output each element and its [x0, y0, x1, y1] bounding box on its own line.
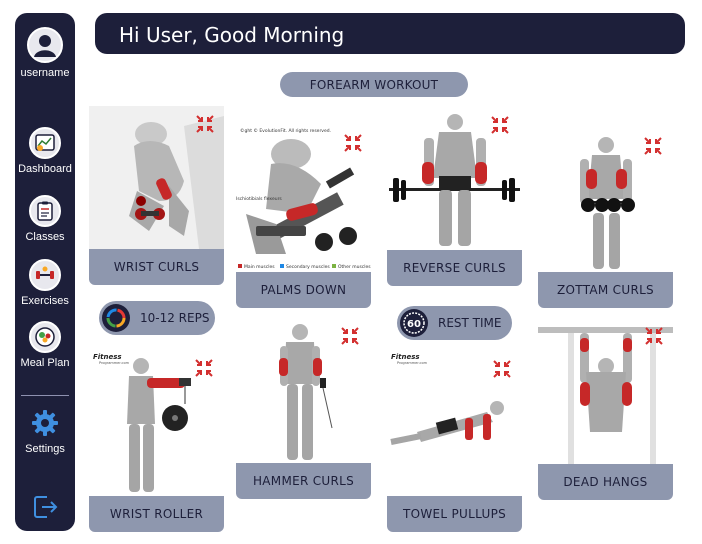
dashboard-icon: [29, 127, 61, 159]
rest-time-badge: 60 REST TIME: [397, 306, 512, 340]
brand-text: Fitness: [391, 353, 420, 361]
rest-time-text: REST TIME: [438, 316, 502, 330]
collapse-icon[interactable]: [343, 133, 363, 153]
sidebar: username Dashboard Classes Exercises Mea: [15, 13, 75, 531]
exercise-label: WRIST CURLS: [89, 249, 224, 285]
profile-avatar[interactable]: username: [15, 27, 75, 79]
brand-text: Fitness: [93, 353, 122, 361]
logout-button[interactable]: [15, 493, 75, 521]
exercise-label: PALMS DOWN: [236, 272, 371, 308]
muscle-name-text: Ischiotibials flexeurs: [236, 196, 282, 202]
exercise-label: REVERSE CURLS: [387, 250, 522, 286]
timer-icon: 60: [400, 309, 428, 337]
exercise-card-palms-down[interactable]: ©ght © EvolutionFit. All rights reserved…: [236, 114, 371, 308]
sidebar-item-label: Settings: [25, 443, 65, 455]
sidebar-divider: [21, 395, 69, 396]
sidebar-item-label: Dashboard: [18, 163, 72, 175]
legend-main: Main muscles: [244, 264, 275, 270]
logout-icon: [31, 493, 59, 521]
exercise-image: [236, 318, 371, 463]
exercise-card-hammer-curls[interactable]: HAMMER CURLS: [236, 318, 371, 499]
exercise-image: [538, 322, 673, 464]
sidebar-item-label: Classes: [25, 231, 65, 243]
sidebar-item-settings[interactable]: Settings: [15, 407, 75, 455]
sidebar-item-exercises[interactable]: Exercises: [15, 259, 75, 307]
exercise-card-towel-pullups[interactable]: Fitness Programmer.com TOWEL PULLUPS: [387, 350, 522, 532]
sidebar-item-classes[interactable]: Classes: [15, 195, 75, 243]
exercise-label: WRIST ROLLER: [89, 496, 224, 532]
exercise-image: [387, 108, 522, 250]
exercise-image: [89, 106, 224, 249]
sidebar-item-dashboard[interactable]: Dashboard: [15, 127, 75, 175]
greeting-text: Hi User, Good Morning: [119, 23, 345, 47]
username-label: username: [20, 67, 70, 79]
section-title: FOREARM WORKOUT: [280, 72, 468, 97]
reps-text: 10-12 REPS: [140, 311, 210, 325]
collapse-icon[interactable]: [194, 358, 214, 378]
timer-value: 60: [407, 319, 421, 330]
reps-badge: 10-12 REPS: [99, 301, 215, 335]
collapse-icon[interactable]: [492, 359, 512, 379]
legend-other: Other muscles: [338, 264, 371, 270]
exercise-card-dead-hangs[interactable]: DEAD HANGS: [538, 322, 673, 500]
exercise-label: TOWEL PULLUPS: [387, 496, 522, 532]
collapse-icon[interactable]: [340, 326, 360, 346]
exercise-card-reverse-curls[interactable]: REVERSE CURLS: [387, 108, 522, 286]
dumbbell-icon: [29, 259, 61, 291]
progress-ring-icon: [102, 304, 130, 332]
exercise-card-wrist-roller[interactable]: Fitness Programmer.com WRIST ROLLER: [89, 350, 224, 532]
collapse-icon[interactable]: [195, 114, 215, 134]
clipboard-icon: [29, 195, 61, 227]
exercise-card-zottam-curls[interactable]: ZOTTAM CURLS: [538, 127, 673, 308]
copyright-text: ©ght © EvolutionFit. All rights reserved…: [240, 127, 331, 134]
collapse-icon[interactable]: [644, 326, 664, 346]
exercise-label: ZOTTAM CURLS: [538, 272, 673, 308]
sidebar-item-label: Exercises: [21, 295, 69, 307]
exercise-label: DEAD HANGS: [538, 464, 673, 500]
collapse-icon[interactable]: [643, 136, 663, 156]
legend-secondary: Secondary muscles: [286, 264, 330, 270]
sidebar-item-meal-plan[interactable]: Meal Plan: [15, 321, 75, 369]
exercise-card-wrist-curls[interactable]: WRIST CURLS: [89, 106, 224, 285]
user-avatar-icon: [27, 27, 63, 63]
gear-icon: [29, 407, 61, 439]
collapse-icon[interactable]: [490, 115, 510, 135]
exercise-label: HAMMER CURLS: [236, 463, 371, 499]
salad-icon: [29, 321, 61, 353]
brand-sub-text: Programmer.com: [99, 361, 130, 365]
top-header: Hi User, Good Morning: [95, 13, 685, 54]
brand-sub-text: Programmer.com: [397, 361, 428, 365]
sidebar-item-label: Meal Plan: [20, 357, 70, 369]
